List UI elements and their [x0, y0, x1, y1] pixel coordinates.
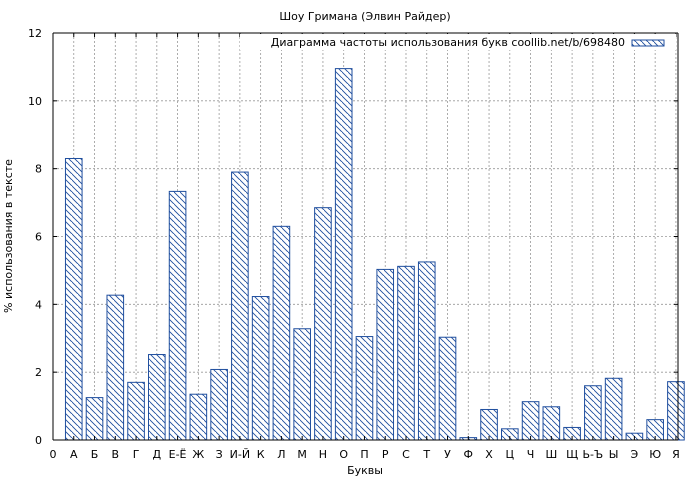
y-tick-label: 2	[35, 366, 42, 379]
x-tick-label: Ь-Ъ	[583, 448, 604, 461]
bar	[334, 68, 353, 441]
bar	[584, 385, 602, 441]
bar	[106, 294, 125, 441]
x-tick-label: Ц	[506, 448, 515, 461]
y-tick-label: 8	[35, 163, 42, 176]
bar	[127, 381, 145, 441]
x-tick-label: Ж	[192, 448, 204, 461]
bar	[438, 336, 457, 441]
x-tick-label: И-Й	[230, 448, 250, 461]
x-tick-label: П	[360, 448, 368, 461]
legend-box	[240, 34, 676, 50]
grid-lines	[53, 33, 678, 440]
legend-swatch	[631, 39, 665, 47]
chart-title: Шоу Гримана (Элвин Райдер)	[279, 10, 450, 23]
x-tick-label: Щ	[566, 448, 578, 461]
bar	[480, 408, 498, 441]
y-axis-title: % использования в тексте	[2, 159, 15, 313]
x-tick-label: Д	[153, 448, 162, 461]
y-tick-label: 4	[35, 298, 42, 311]
bar	[85, 397, 104, 441]
x-tick-label: 0	[50, 448, 57, 461]
x-tick-label: Ы	[609, 448, 619, 461]
x-tick-label: Л	[277, 448, 285, 461]
x-tick-label: Х	[485, 448, 493, 461]
bar	[397, 265, 415, 441]
x-tick-label: Ю	[649, 448, 661, 461]
x-tick-label: О	[339, 448, 348, 461]
bar	[521, 401, 540, 441]
x-tick-label: Ш	[545, 448, 557, 461]
bars	[64, 68, 685, 441]
x-tick-label: Я	[672, 448, 680, 461]
x-axis-title: Буквы	[347, 464, 383, 477]
y-tick-label: 10	[28, 95, 42, 108]
x-tick-label: А	[70, 448, 78, 461]
x-tick-label: Ч	[527, 448, 535, 461]
axes	[52, 32, 679, 441]
y-tick-label: 6	[35, 231, 42, 244]
bar	[168, 190, 187, 441]
bar	[251, 296, 270, 441]
x-tick-label: Ф	[464, 448, 473, 461]
y-tick-label: 12	[28, 27, 42, 40]
legend-label: Диаграмма частоты использования букв coo…	[271, 36, 625, 49]
bar	[148, 354, 166, 441]
bar	[355, 336, 374, 441]
legend: Диаграмма частоты использования букв coo…	[240, 34, 676, 50]
bar	[231, 171, 249, 441]
x-tick-label: Г	[133, 448, 140, 461]
bar	[293, 328, 311, 441]
y-tick-label: 0	[35, 434, 42, 447]
x-tick-label: В	[112, 448, 120, 461]
x-tick-label: Б	[91, 448, 99, 461]
bar	[64, 157, 83, 441]
x-tick-label: К	[257, 448, 265, 461]
bar	[189, 393, 208, 441]
x-tick-label: Е-Ё	[169, 448, 187, 461]
bar	[417, 261, 436, 441]
x-tick-label: С	[402, 448, 410, 461]
x-tick-label: Т	[422, 448, 430, 461]
bar	[376, 268, 395, 441]
bar	[542, 406, 561, 441]
x-tick-label: М	[297, 448, 307, 461]
x-tick-label: Р	[382, 448, 389, 461]
bar	[210, 368, 228, 441]
x-tick-label: Э	[631, 448, 639, 461]
x-tick-label: У	[444, 448, 451, 461]
x-tick-label: Н	[319, 448, 327, 461]
x-tick-label: З	[216, 448, 223, 461]
bar	[604, 377, 623, 441]
bar	[272, 225, 291, 441]
bar	[314, 207, 332, 441]
bar	[667, 381, 685, 441]
